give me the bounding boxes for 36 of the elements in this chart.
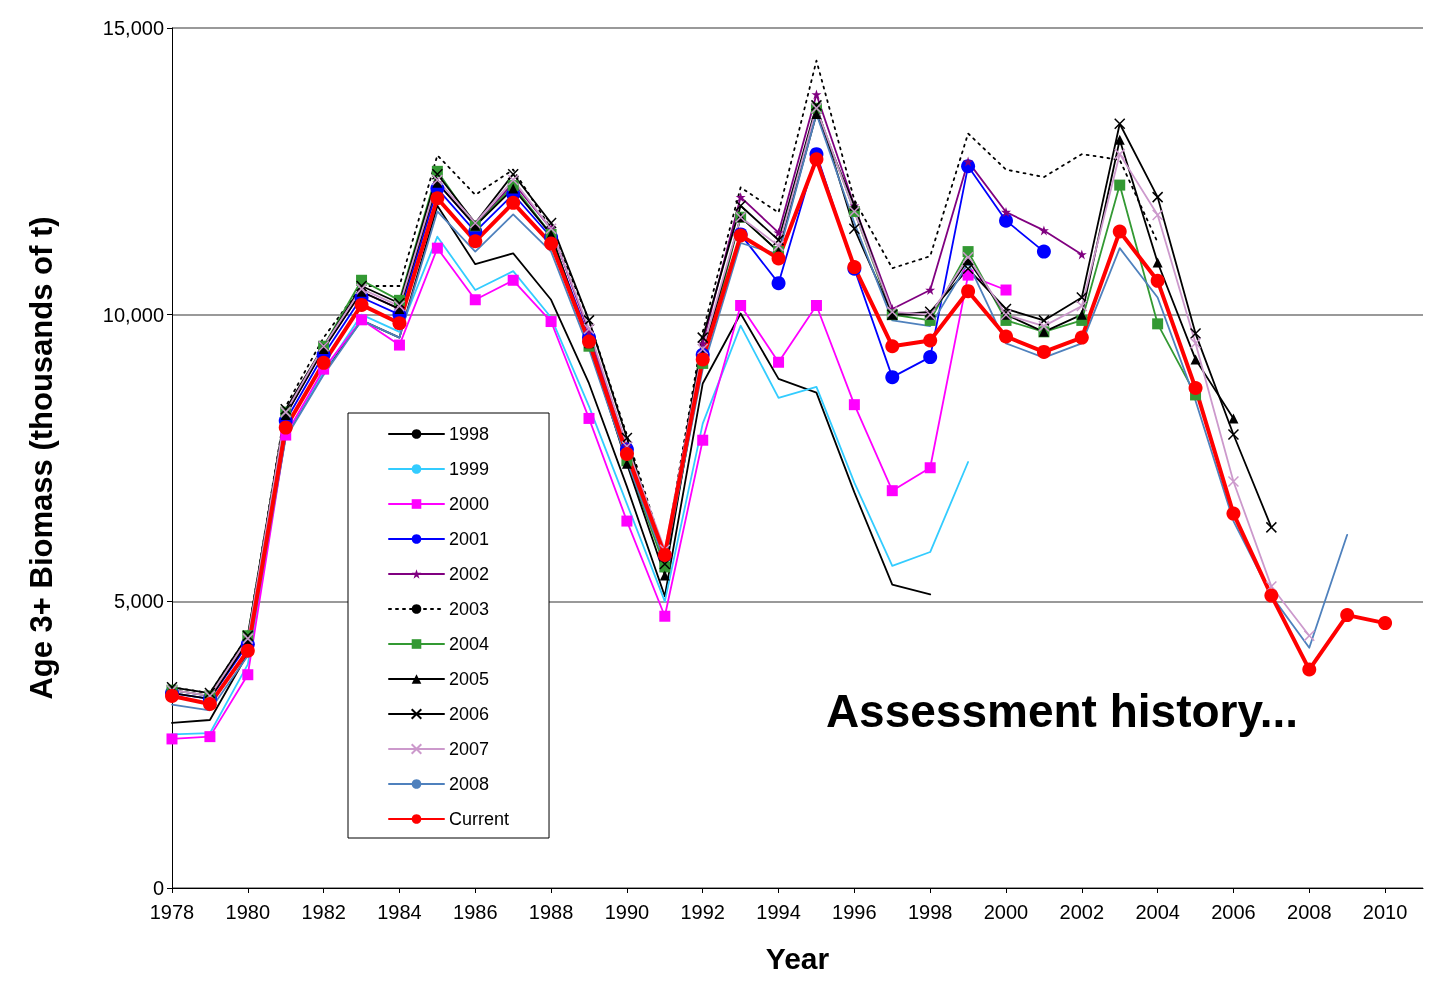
legend-label: 1999: [449, 459, 490, 479]
x-tick-label: 1980: [225, 901, 271, 923]
y-tick-label: 0: [152, 877, 164, 899]
x-tick-label: 1986: [453, 901, 498, 923]
x-tick-label: 2008: [1287, 901, 1332, 923]
legend-label: 2002: [449, 564, 490, 584]
y-tick-label: 15,000: [102, 17, 164, 39]
legend-label: 1998: [449, 424, 490, 444]
x-tick-label: 2010: [1362, 901, 1408, 923]
legend-label: 2001: [449, 529, 490, 549]
x-tick-label: 2004: [1135, 901, 1180, 923]
x-tick-label: 1992: [680, 901, 725, 923]
x-tick-label: 2002: [1059, 901, 1105, 923]
legend-label: 2008: [449, 774, 490, 794]
x-tick-label: 1978: [149, 901, 195, 923]
legend-label: 2005: [449, 669, 490, 689]
x-tick-label: 2006: [1211, 901, 1256, 923]
y-tick-label: 10,000: [102, 303, 164, 326]
legend-label: Current: [449, 809, 510, 829]
annotation: Assessment history...: [825, 685, 1298, 737]
legend-label: 2006: [449, 704, 490, 724]
x-tick-label: 1996: [832, 901, 877, 923]
legend-label: 2007: [449, 739, 490, 759]
legend-label: 2004: [449, 634, 490, 654]
x-tick-label: 1998: [907, 901, 953, 923]
y-axis-title: Age 3+ Biomass (thousands of t): [24, 216, 59, 700]
y-tick-label: 5,000: [113, 590, 164, 613]
x-tick-label: 1990: [604, 901, 650, 923]
x-tick-label: 1988: [528, 901, 574, 923]
x-tick-label: 1984: [377, 901, 422, 923]
legend-label: 2000: [449, 494, 490, 514]
x-tick-label: 2000: [983, 901, 1029, 923]
legend-label: 2003: [449, 599, 490, 619]
x-axis-title: Year: [765, 941, 830, 975]
x-tick-label: 1982: [301, 901, 346, 923]
x-tick-label: 1994: [756, 901, 801, 923]
